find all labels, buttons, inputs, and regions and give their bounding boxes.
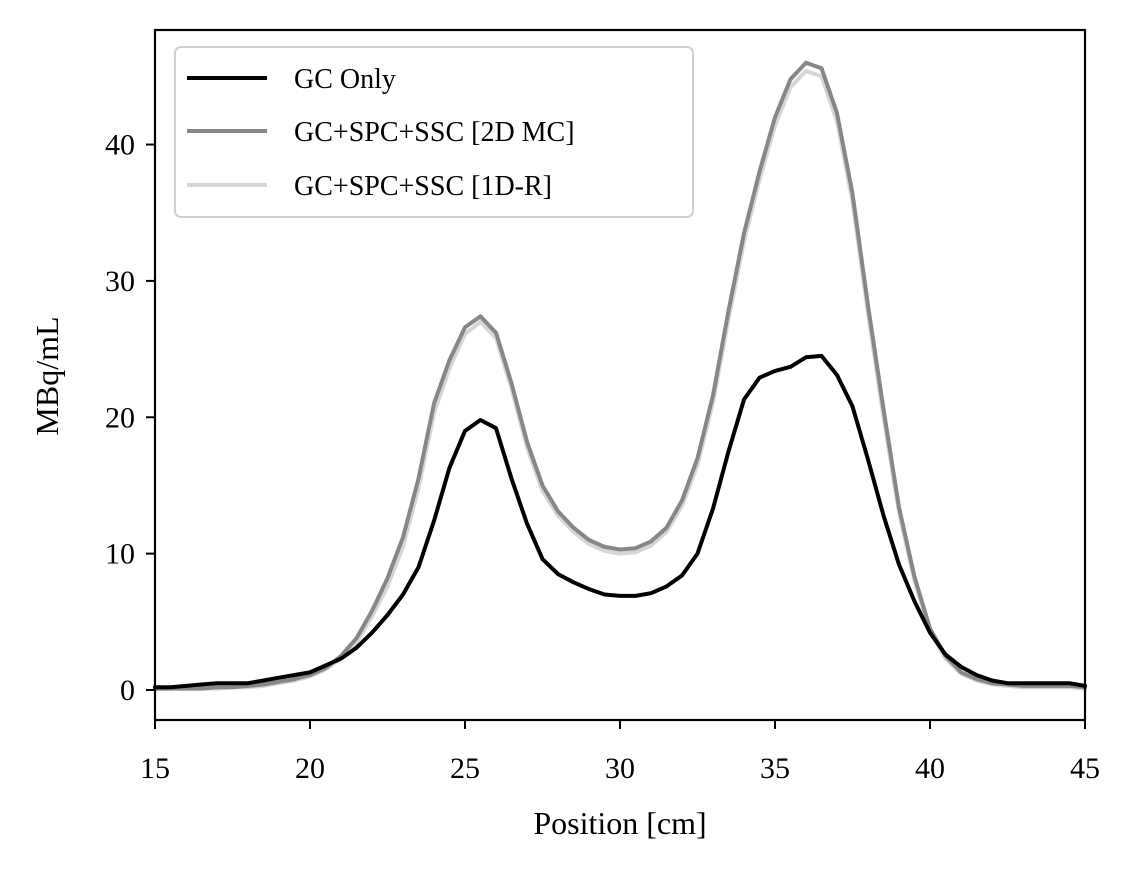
y-tick-label: 20 (105, 401, 135, 434)
y-axis-ticks: 0 10 20 30 40 (105, 129, 155, 707)
x-tick-label: 30 (605, 752, 635, 785)
x-tick-label: 15 (140, 752, 170, 785)
y-tick-label: 40 (105, 129, 135, 162)
y-axis-label: MBq/mL (29, 316, 65, 435)
legend-label-2: GC+SPC+SSC [1D-R] (294, 171, 552, 202)
legend-label-0: GC Only (294, 64, 396, 95)
x-tick-label: 45 (1070, 752, 1100, 785)
x-tick-label: 20 (295, 752, 325, 785)
y-tick-label: 30 (105, 265, 135, 298)
y-tick-label: 10 (105, 538, 135, 571)
series-line-0 (153, 353, 1087, 690)
x-tick-label: 35 (760, 752, 790, 785)
legend: GC Only GC+SPC+SSC [2D MC] GC+SPC+SSC [1D-… (174, 46, 694, 218)
x-tick-label: 25 (450, 752, 480, 785)
legend-box (174, 46, 694, 218)
x-axis-ticks: 15 20 25 30 35 40 45 (140, 720, 1100, 785)
legend-label-1: GC+SPC+SSC [2D MC] (294, 117, 575, 148)
x-axis-label: Position [cm] (533, 805, 706, 841)
y-tick-label: 0 (120, 674, 135, 707)
series-layer (153, 60, 1087, 691)
x-tick-label: 40 (915, 752, 945, 785)
